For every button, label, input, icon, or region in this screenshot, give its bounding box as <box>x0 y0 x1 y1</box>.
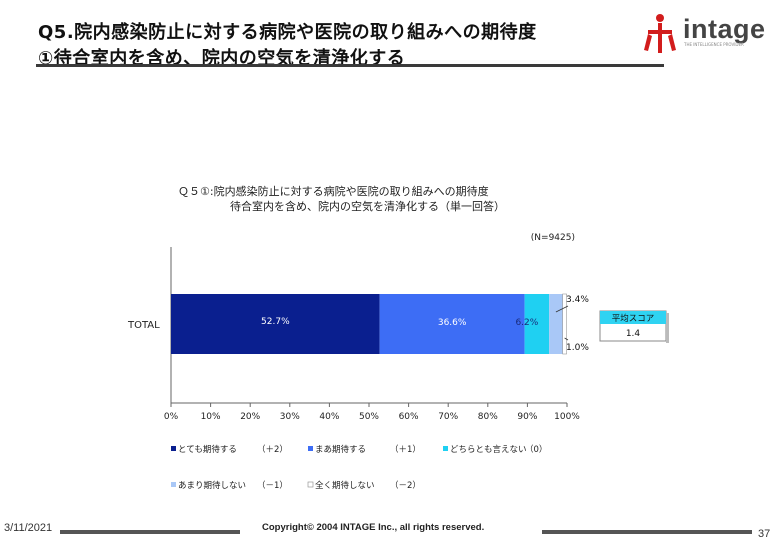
legend-score-4: （－2） <box>390 480 421 491</box>
bar-segment-4 <box>562 293 567 355</box>
x-tick-label: 50% <box>359 412 379 422</box>
category-label-total: TOTAL <box>127 320 160 331</box>
legend-label-1: まあ期待する <box>315 444 366 455</box>
legend-score-2: （0） <box>525 444 547 455</box>
footer-date: 3/11/2021 <box>4 522 53 534</box>
legend-score-3: （－1） <box>257 480 288 491</box>
bar-segment-2 <box>524 294 550 354</box>
footer-line-left <box>60 530 240 534</box>
title-underline <box>36 64 664 67</box>
legend-label-3: あまり期待しない <box>178 480 246 491</box>
bar-segment-3 <box>549 294 563 354</box>
legend-score-0: （＋2） <box>257 444 288 455</box>
x-tick-label: 80% <box>478 412 498 422</box>
sample-note: (N=9425) <box>531 233 575 243</box>
intage-logo-icon <box>644 14 676 53</box>
logo-subtext: THE INTELLIGENCE PROVIDER <box>684 42 744 47</box>
x-tick-label: 100% <box>554 412 580 422</box>
legend-swatch-4 <box>307 481 314 488</box>
bar-label-3: 3.4% <box>566 295 589 305</box>
x-tick-label: 20% <box>240 412 260 422</box>
slide-title-line2: ①待合室内を含め、院内の空気を清浄化する <box>38 48 406 69</box>
legend-label-0: とても期待する <box>178 444 237 455</box>
chart-title-line1: Ｑ５①:院内感染防止に対する病院や医院の取り組みへの期待度 <box>178 184 489 198</box>
legend-swatch-1 <box>308 446 313 451</box>
legend-swatch-2 <box>443 446 448 451</box>
x-tick-label: 30% <box>280 412 300 422</box>
footer-page-number: 37 <box>758 528 771 540</box>
x-tick-label: 0% <box>164 412 179 422</box>
x-tick-label: 10% <box>201 412 221 422</box>
callout-line-3 <box>555 305 569 313</box>
legend-score-1: （＋1） <box>390 444 421 455</box>
x-tick-label: 70% <box>438 412 458 422</box>
x-tick-label: 60% <box>399 412 419 422</box>
average-score-box: 平均スコア 1.4 <box>599 310 669 343</box>
bar-label-4: 1.0% <box>566 343 589 353</box>
footer-line-right <box>542 530 752 534</box>
bar-segment-0 <box>171 294 380 354</box>
slide-title: Q5.院内感染防止に対する病院や医院の取り組みへの期待度 ①待合室内を含め、院内… <box>38 20 638 72</box>
average-score-label: 平均スコア <box>612 313 655 324</box>
logo-text: intage <box>683 14 766 44</box>
bar-label-0: 52.7% <box>261 317 290 327</box>
legend-label-2: どちらとも言えない <box>450 444 527 455</box>
legend-swatch-0 <box>171 446 176 451</box>
chart-title-line2: 待合室内を含め、院内の空気を清浄化する（単一回答） <box>230 199 505 213</box>
average-score-value: 1.4 <box>626 329 641 339</box>
bar-segment-1 <box>379 294 525 354</box>
x-tick-label: 40% <box>319 412 339 422</box>
legend-label-4: 全く期待しない <box>315 480 375 491</box>
bar-label-1: 36.6% <box>438 318 467 328</box>
slide-title-line1: Q5.院内感染防止に対する病院や医院の取り組みへの期待度 <box>38 22 537 43</box>
footer-copyright: Copyright© 2004 INTAGE Inc., all rights … <box>262 522 485 533</box>
callout-line-4 <box>564 337 569 341</box>
legend-swatch-3 <box>171 482 176 487</box>
x-tick-label: 90% <box>517 412 537 422</box>
bar-label-2: 6.2% <box>515 318 538 328</box>
